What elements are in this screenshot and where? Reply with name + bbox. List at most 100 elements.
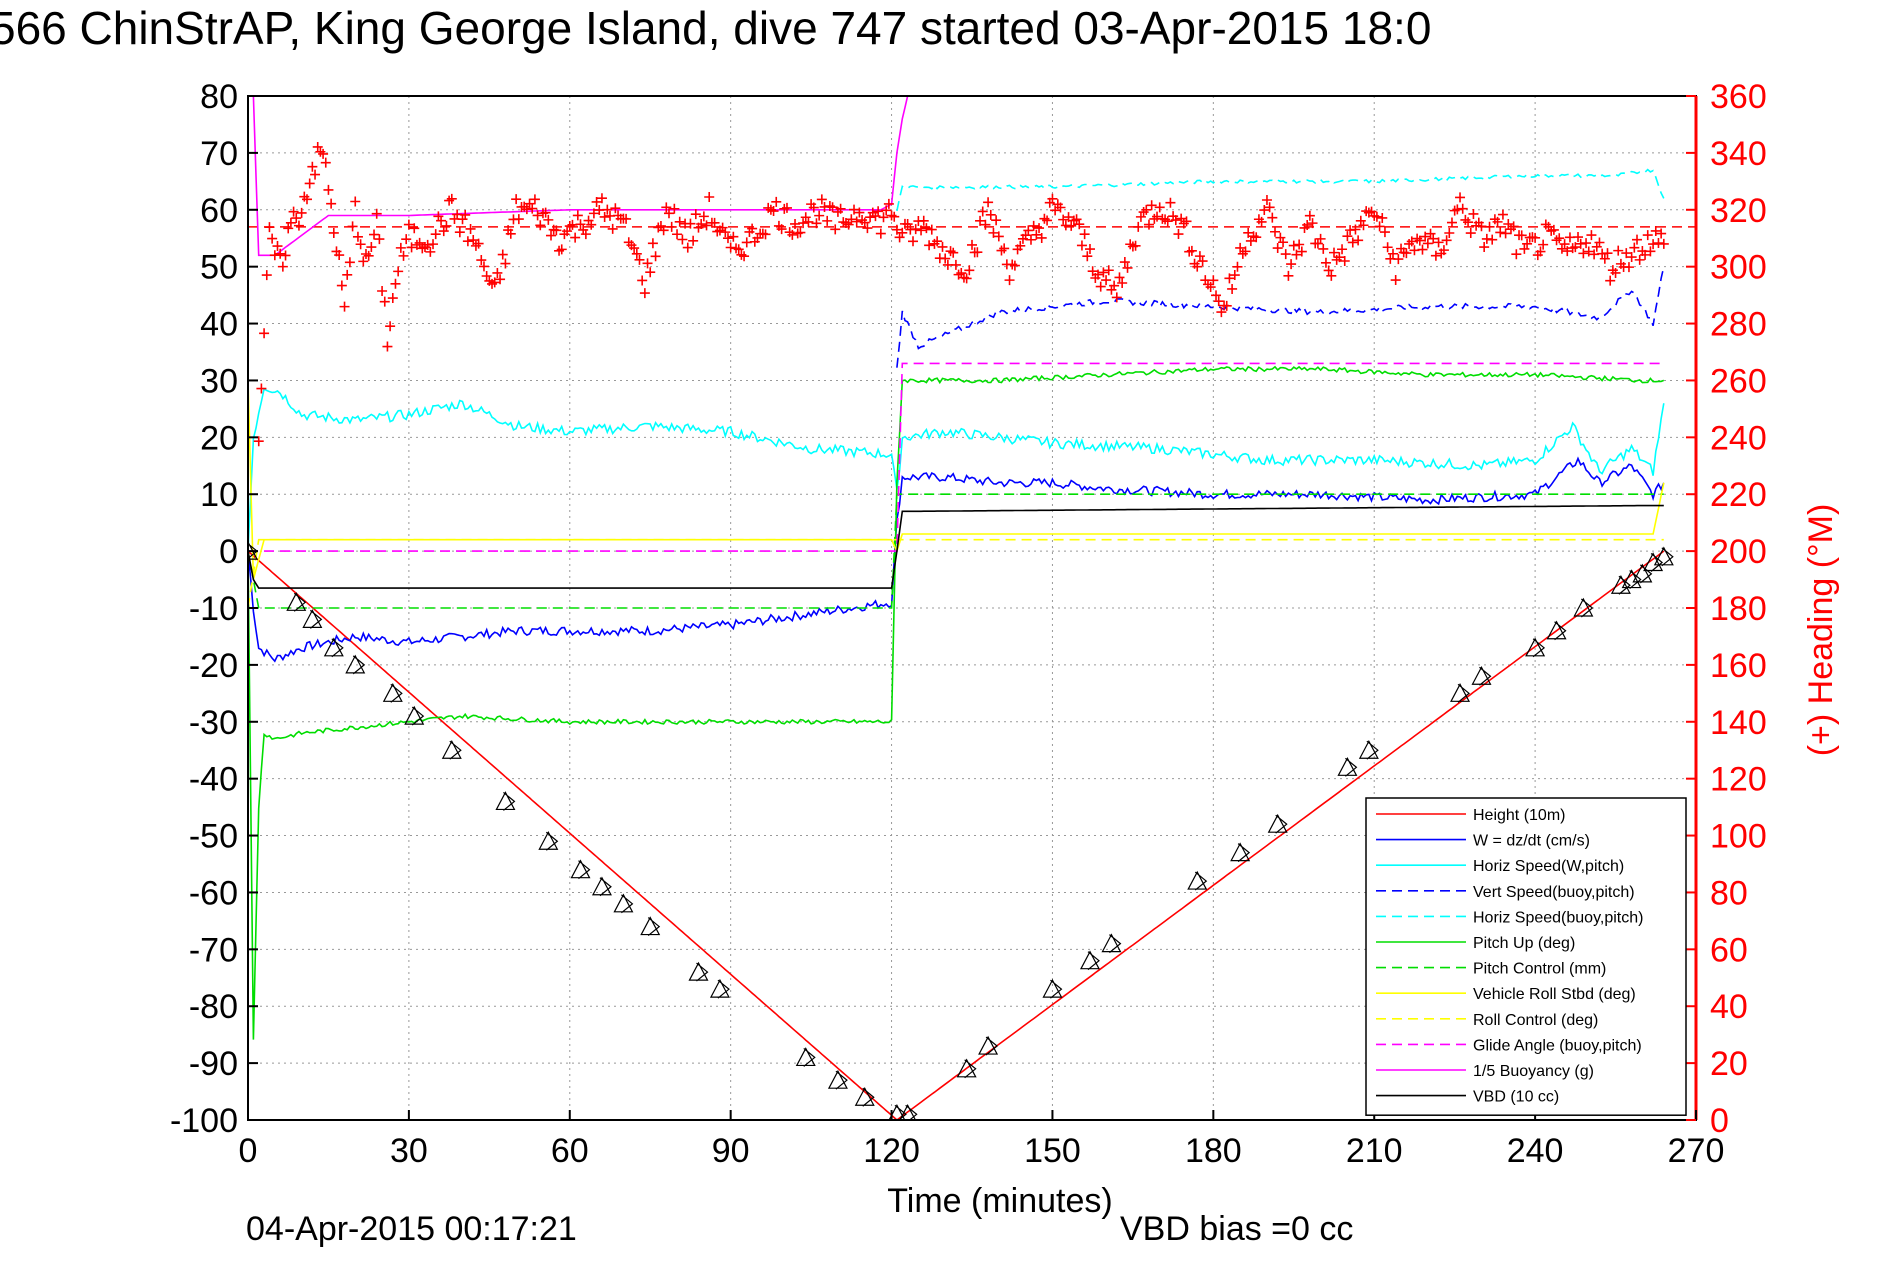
vbd-triangle-marker [899,1104,918,1120]
heading-marker [926,224,937,235]
heading-marker [1621,248,1632,259]
heading-marker [1028,220,1039,231]
vbd-triangle-marker [1267,813,1288,834]
vbd-triangle-marker [1632,563,1653,584]
heading-marker [1047,193,1058,204]
heading-marker [1650,225,1661,236]
heading-marker [1320,257,1331,268]
heading-marker [1023,225,1034,236]
heading-marker [666,221,677,232]
heading-marker [1221,300,1232,311]
vbd-triangle-marker [302,609,323,629]
heading-marker [1243,227,1254,238]
heading-marker [572,210,583,221]
heading-marker [1197,256,1208,267]
y-right-tick-label: 200 [1710,533,1767,571]
heading-marker [1377,212,1388,223]
heading-marker [1642,230,1653,241]
y-right-tick-label: 40 [1710,988,1748,1026]
series-line [248,504,1664,589]
heading-marker [1554,233,1565,244]
heading-marker [511,194,522,205]
heading-marker [1503,219,1514,230]
heading-marker [1154,202,1165,213]
heading-marker [1441,235,1452,246]
x-tick-label: 240 [1507,1132,1564,1170]
heading-marker [771,196,782,207]
heading-marker [377,286,388,297]
heading-marker [873,206,884,217]
footer-timestamp: 04-Apr-2015 00:17:21 [246,1210,577,1248]
y-right-tick-label: 240 [1710,419,1767,457]
heading-marker [790,218,801,229]
legend-entry: Horiz Speed(W,pitch) [1473,858,1624,875]
heading-marker [1170,215,1181,226]
x-tick-label: 30 [390,1132,428,1170]
heading-marker [293,220,304,231]
heading-marker [328,227,339,238]
heading-marker [446,193,457,204]
heading-marker [650,251,661,262]
heading-marker [1629,242,1640,253]
heading-marker [1272,243,1283,254]
heading-marker [1599,253,1610,264]
heading-marker [1492,216,1503,227]
heading-marker [1165,197,1176,208]
heading-marker [371,208,382,219]
heading-marker [634,254,645,265]
series-line [896,168,1665,212]
heading-marker [704,192,715,203]
heading-marker [1278,237,1289,248]
heading-marker [1066,220,1077,231]
x-tick-label: 90 [712,1132,750,1170]
vbd-triangle-marker [1450,683,1471,703]
heading-marker [1422,238,1433,249]
heading-marker [390,278,401,289]
heading-marker [1015,240,1026,251]
vbd-triangle-marker [1042,978,1063,999]
heading-marker [363,250,374,261]
x-axis-label: Time (minutes) [887,1182,1112,1220]
heading-marker [1208,275,1219,286]
heading-marker [1653,238,1664,249]
heading-marker [1350,224,1361,235]
heading-marker [500,258,511,269]
heading-marker [347,221,358,232]
heading-marker [878,212,889,223]
y-right-tick-label: 320 [1710,192,1767,230]
heading-marker [462,236,473,247]
heading-marker [1444,227,1455,238]
heading-marker [1074,219,1085,230]
heading-marker [610,203,621,214]
heading-marker [336,280,347,291]
heading-marker [342,269,353,280]
heading-marker [288,206,299,217]
heading-marker [827,202,838,213]
heading-marker [674,216,685,227]
heading-marker [1318,243,1329,254]
vbd-triangle-marker [978,1035,999,1056]
y-left-tick-label: 10 [200,476,238,514]
heading-marker [1640,249,1651,260]
heading-marker [1034,223,1045,234]
heading-marker [637,275,648,286]
heading-marker [811,218,822,229]
legend-entry: 1/5 Buoyancy (g) [1473,1063,1594,1080]
y-right-tick-label: 280 [1710,306,1767,344]
heading-marker [621,213,632,224]
y-left-tick-label: 20 [200,419,238,457]
heading-marker [602,204,613,215]
heading-marker [1270,226,1281,237]
heading-marker [586,219,597,230]
heading-marker [1479,242,1490,253]
heading-marker [728,231,739,242]
heading-marker [985,209,996,220]
y-left-tick-label: 70 [200,135,238,173]
y-right-tick-label: 260 [1710,362,1767,400]
heading-marker [967,239,977,250]
heading-marker [1329,247,1339,258]
heading-marker [1087,266,1098,277]
y-left-tick-label: 0 [219,533,238,571]
heading-marker [497,249,508,260]
heading-marker [1227,283,1238,294]
